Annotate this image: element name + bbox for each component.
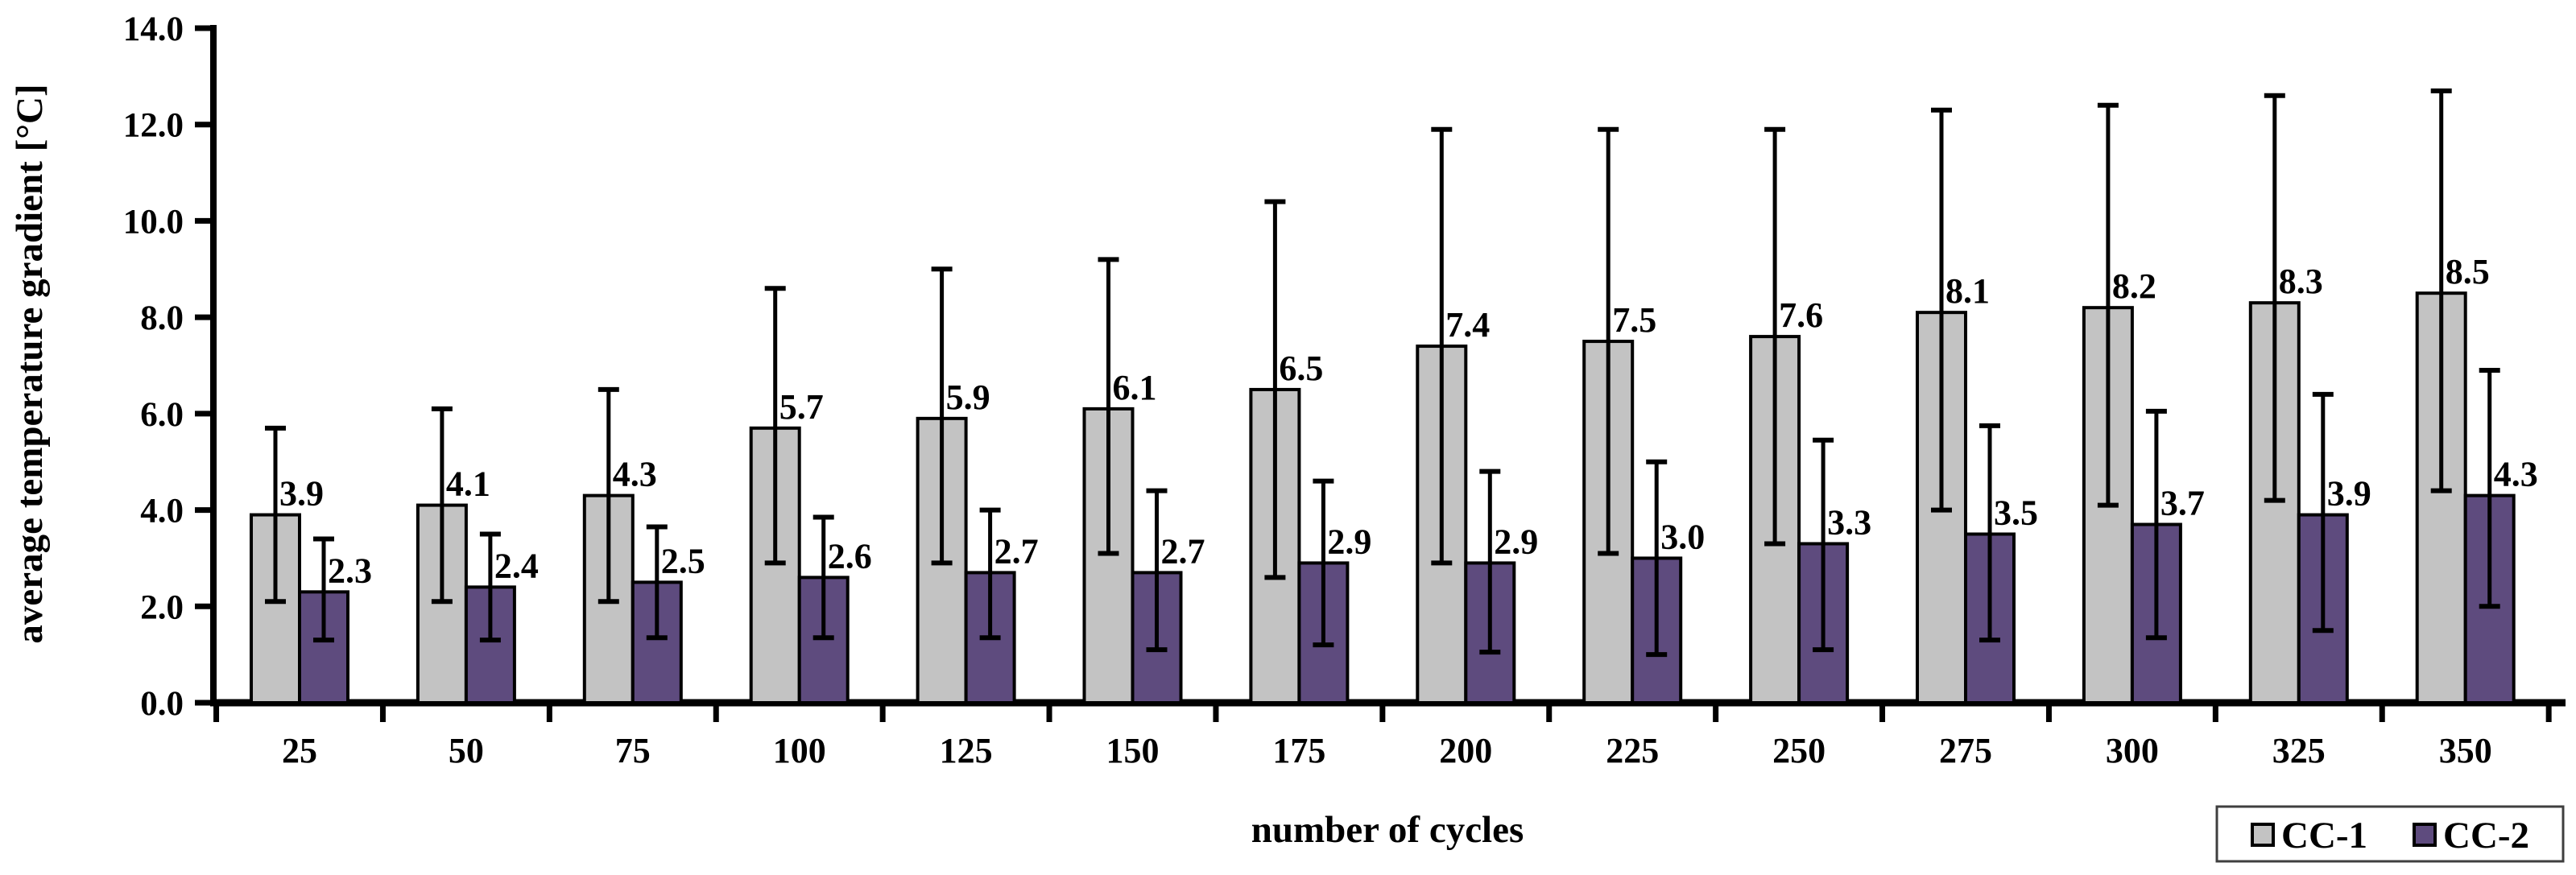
x-category-label: 125 — [940, 731, 993, 770]
value-label-cc-2: 2.7 — [1161, 531, 1205, 571]
x-category-label: 25 — [282, 731, 317, 770]
legend-label-cc2: CC-2 — [2443, 815, 2529, 856]
value-label-cc-2: 3.0 — [1660, 517, 1705, 556]
value-label-cc-2: 2.9 — [1494, 522, 1538, 561]
legend: CC-1 CC-2 — [2215, 805, 2565, 863]
x-category-label: 50 — [449, 731, 484, 770]
value-label-cc-1: 6.5 — [1279, 349, 1323, 388]
x-category-label: 100 — [773, 731, 826, 770]
value-label-cc-1: 7.6 — [1779, 295, 1823, 335]
value-label-cc-2: 2.4 — [494, 546, 539, 585]
value-label-cc-1: 4.3 — [613, 455, 657, 494]
y-axis-title: average temperature gradient [°C] — [9, 84, 51, 643]
plot-area: 0.0 2.0 4.0 6.0 8.0 10.0 12.0 14.0 25 50 75 100 125 1… — [123, 10, 2566, 770]
y-tick-label: 12.0 — [123, 107, 184, 145]
x-category-label: 275 — [1939, 731, 1992, 770]
value-label-cc-1: 8.1 — [1945, 271, 1990, 311]
value-label-cc-1: 7.5 — [1612, 300, 1656, 340]
y-tick-label: 10.0 — [123, 203, 184, 241]
x-category-label: 175 — [1272, 731, 1325, 770]
x-category-label: 225 — [1606, 731, 1659, 770]
x-category-label: 75 — [615, 731, 651, 770]
value-label-cc-1: 8.5 — [2446, 252, 2490, 291]
y-tick-label: 4.0 — [140, 493, 184, 530]
value-label-cc-1: 5.7 — [779, 387, 824, 427]
value-label-cc-1: 8.3 — [2279, 262, 2323, 301]
y-tick-label: 6.0 — [140, 396, 184, 434]
value-label-cc-1: 3.9 — [279, 474, 324, 514]
value-label-cc-2: 2.6 — [828, 536, 872, 576]
x-axis-title: number of cycles — [1251, 809, 1524, 851]
x-category-label: 250 — [1772, 731, 1826, 770]
x-category-label: 350 — [2439, 731, 2492, 770]
value-label-cc-2: 3.9 — [2327, 474, 2371, 514]
y-tick-label: 2.0 — [140, 588, 184, 626]
y-tick-label: 0.0 — [140, 685, 184, 723]
value-label-cc-1: 4.1 — [446, 464, 490, 504]
legend-swatch-cc2 — [2413, 823, 2437, 847]
y-tick-label: 14.0 — [123, 10, 184, 48]
value-label-cc-1: 5.9 — [946, 378, 990, 417]
y-tick-label: 8.0 — [140, 299, 184, 337]
x-category-label: 325 — [2272, 731, 2326, 770]
value-label-cc-2: 3.3 — [1827, 502, 1871, 542]
value-label-cc-2: 2.3 — [328, 551, 372, 590]
x-category-label: 300 — [2106, 731, 2159, 770]
value-label-cc-2: 2.7 — [994, 531, 1039, 571]
legend-swatch-cc1 — [2251, 823, 2275, 847]
value-label-cc-2: 3.7 — [2160, 484, 2205, 523]
value-label-cc-2: 2.9 — [1327, 522, 1371, 561]
value-label-cc-2: 3.5 — [1994, 493, 2038, 533]
value-label-cc-2: 4.3 — [2494, 455, 2538, 494]
value-label-cc-1: 7.4 — [1445, 305, 1490, 345]
legend-label-cc1: CC-1 — [2281, 815, 2367, 856]
value-label-cc-1: 6.1 — [1113, 368, 1157, 407]
value-label-cc-2: 2.5 — [661, 541, 705, 580]
x-category-label: 150 — [1106, 731, 1160, 770]
x-category-label: 200 — [1439, 731, 1492, 770]
value-label-cc-1: 8.2 — [2112, 266, 2156, 306]
